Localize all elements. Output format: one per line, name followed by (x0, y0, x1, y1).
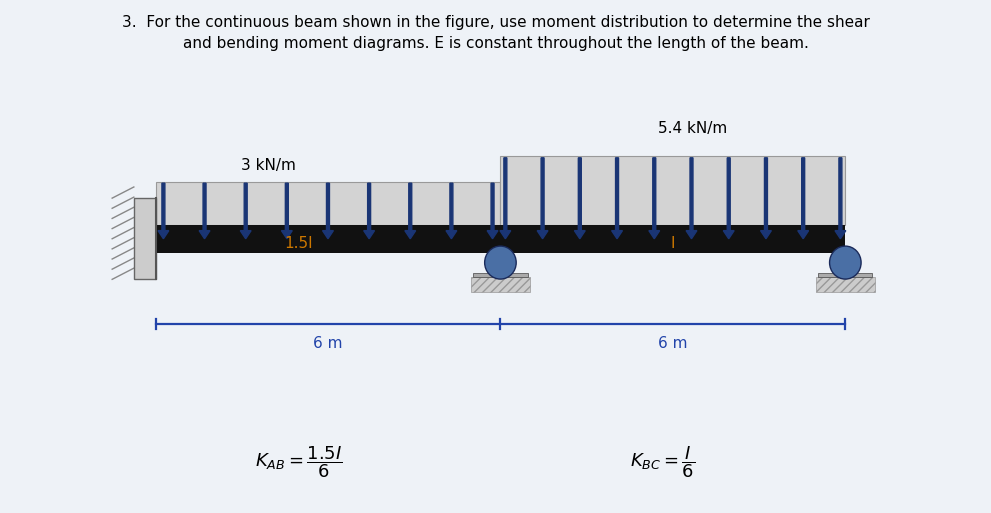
Bar (156, 225, 845, 253)
Text: 5.4 kN/m: 5.4 kN/m (658, 121, 727, 136)
Text: and bending moment diagrams. E is constant throughout the length of the beam.: and bending moment diagrams. E is consta… (182, 36, 809, 51)
Bar (471, 277, 530, 292)
FancyArrow shape (575, 158, 586, 239)
FancyArrow shape (649, 158, 660, 239)
Text: $K_{BC} = \dfrac{I}{6}$: $K_{BC} = \dfrac{I}{6}$ (630, 444, 696, 480)
FancyArrow shape (199, 183, 210, 239)
FancyArrow shape (488, 183, 497, 239)
FancyArrow shape (611, 158, 622, 239)
FancyArrow shape (835, 158, 846, 239)
FancyArrow shape (760, 158, 771, 239)
FancyArrow shape (158, 183, 168, 239)
Text: 3.  For the continuous beam shown in the figure, use moment distribution to dete: 3. For the continuous beam shown in the … (122, 15, 869, 30)
Bar (816, 277, 875, 292)
Bar (134, 198, 156, 280)
Bar (500, 156, 845, 225)
FancyArrow shape (446, 183, 457, 239)
Text: $K_{AB} = \dfrac{1.5I}{6}$: $K_{AB} = \dfrac{1.5I}{6}$ (255, 444, 342, 480)
FancyArrow shape (537, 158, 548, 239)
FancyArrow shape (240, 183, 251, 239)
Text: I: I (671, 236, 675, 251)
FancyArrow shape (281, 183, 292, 239)
FancyArrow shape (686, 158, 697, 239)
Bar (156, 182, 500, 225)
FancyArrow shape (364, 183, 375, 239)
Ellipse shape (829, 246, 861, 279)
Text: 3 kN/m: 3 kN/m (242, 157, 296, 172)
Bar (474, 273, 527, 277)
FancyArrow shape (322, 183, 333, 239)
FancyArrow shape (723, 158, 734, 239)
FancyArrow shape (405, 183, 415, 239)
Ellipse shape (485, 246, 516, 279)
Text: 6 m: 6 m (658, 337, 688, 351)
Text: 6 m: 6 m (313, 337, 343, 351)
FancyArrow shape (798, 158, 809, 239)
FancyArrow shape (499, 158, 510, 239)
Text: 1.5I: 1.5I (284, 236, 313, 251)
Bar (819, 273, 872, 277)
